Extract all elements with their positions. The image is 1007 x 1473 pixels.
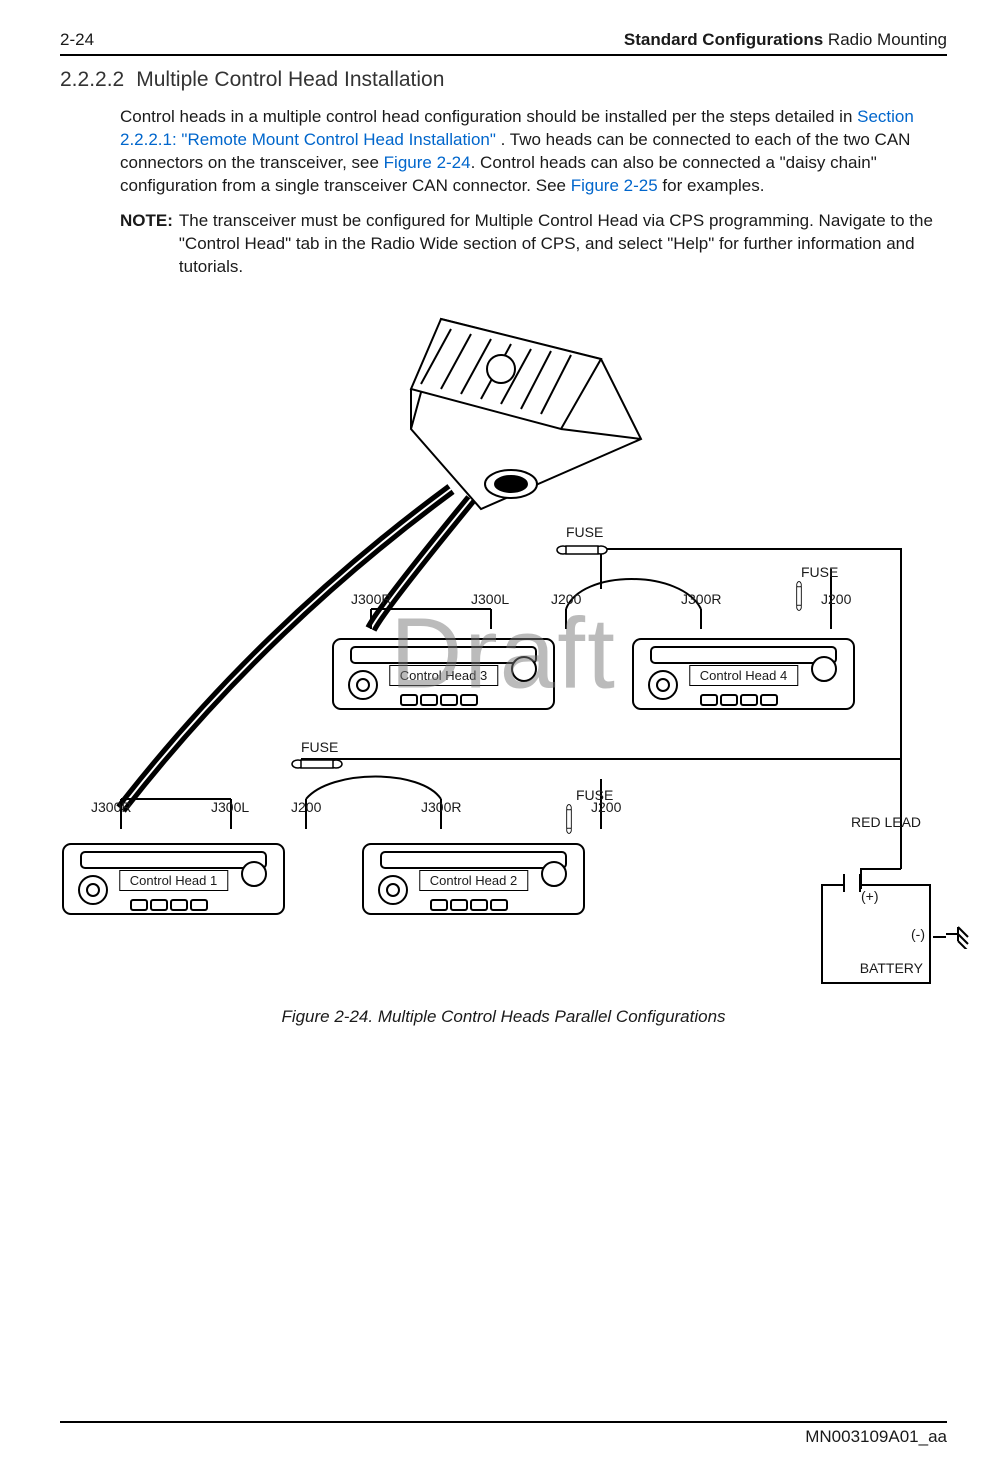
head-label: Control Head 1 bbox=[119, 870, 228, 891]
section-number: 2.2.2.2 bbox=[60, 68, 124, 92]
label-j300r: J300R bbox=[681, 591, 721, 607]
fuse-label-top: FUSE bbox=[566, 524, 603, 540]
fuse-icon bbox=[792, 581, 806, 611]
label-j300l: J300L bbox=[471, 591, 509, 607]
head-label: Control Head 3 bbox=[389, 665, 498, 686]
header-right: Standard Configurations Radio Mounting bbox=[624, 30, 947, 50]
fuse-icon bbox=[556, 543, 608, 557]
section-title: Multiple Control Head Installation bbox=[136, 68, 444, 92]
label-j300l: J300L bbox=[211, 799, 249, 815]
body-paragraph: Control heads in a multiple control head… bbox=[120, 106, 947, 198]
label-j200: J200 bbox=[291, 799, 321, 815]
header-normal: Radio Mounting bbox=[823, 30, 947, 49]
label-j200: J200 bbox=[551, 591, 581, 607]
control-head-4: Control Head 4 bbox=[631, 619, 856, 719]
battery-icon: (+) (-) BATTERY bbox=[821, 884, 931, 984]
note-label: NOTE: bbox=[120, 210, 173, 279]
minus-sign: (-) bbox=[911, 926, 925, 942]
battery-label: BATTERY bbox=[860, 960, 923, 976]
para-text: for examples. bbox=[658, 176, 765, 195]
header-rule bbox=[60, 54, 947, 56]
head-label: Control Head 2 bbox=[419, 870, 528, 891]
label-j200: J200 bbox=[591, 799, 621, 815]
label-j300r: J300R bbox=[91, 799, 131, 815]
control-head-3: Control Head 3 bbox=[331, 619, 556, 719]
control-head-2: Control Head 2 bbox=[361, 824, 586, 924]
battery-terminal-plus bbox=[843, 874, 861, 892]
para-text: Control heads in a multiple control head… bbox=[120, 107, 857, 126]
fuse-icon bbox=[291, 757, 343, 771]
footer-docnum: MN003109A01_aa bbox=[805, 1427, 947, 1447]
link-figure-2-25[interactable]: Figure 2-25 bbox=[571, 176, 658, 195]
page-number: 2-24 bbox=[60, 30, 94, 50]
figure-caption: Figure 2-24. Multiple Control Heads Para… bbox=[60, 1007, 947, 1027]
head-label: Control Head 4 bbox=[689, 665, 798, 686]
plus-sign: (+) bbox=[861, 888, 879, 904]
note-text: The transceiver must be configured for M… bbox=[179, 210, 947, 279]
red-lead-label: RED LEAD bbox=[851, 814, 921, 830]
fuse-label-mid: FUSE bbox=[301, 739, 338, 755]
label-j200: J200 bbox=[821, 591, 851, 607]
fuse-label-tr: FUSE bbox=[801, 564, 838, 580]
transceiver-icon bbox=[391, 309, 651, 534]
label-j300r: J300R bbox=[421, 799, 461, 815]
header-bold: Standard Configurations bbox=[624, 30, 823, 49]
footer-rule bbox=[60, 1421, 947, 1423]
link-figure-2-24[interactable]: Figure 2-24 bbox=[384, 153, 471, 172]
figure-2-24: FUSE FUSE FUSE FUSE J300R J300L J200 J30… bbox=[61, 309, 946, 999]
control-head-1: Control Head 1 bbox=[61, 824, 286, 924]
label-j300r: J300R bbox=[351, 591, 391, 607]
ground-icon bbox=[946, 919, 976, 949]
